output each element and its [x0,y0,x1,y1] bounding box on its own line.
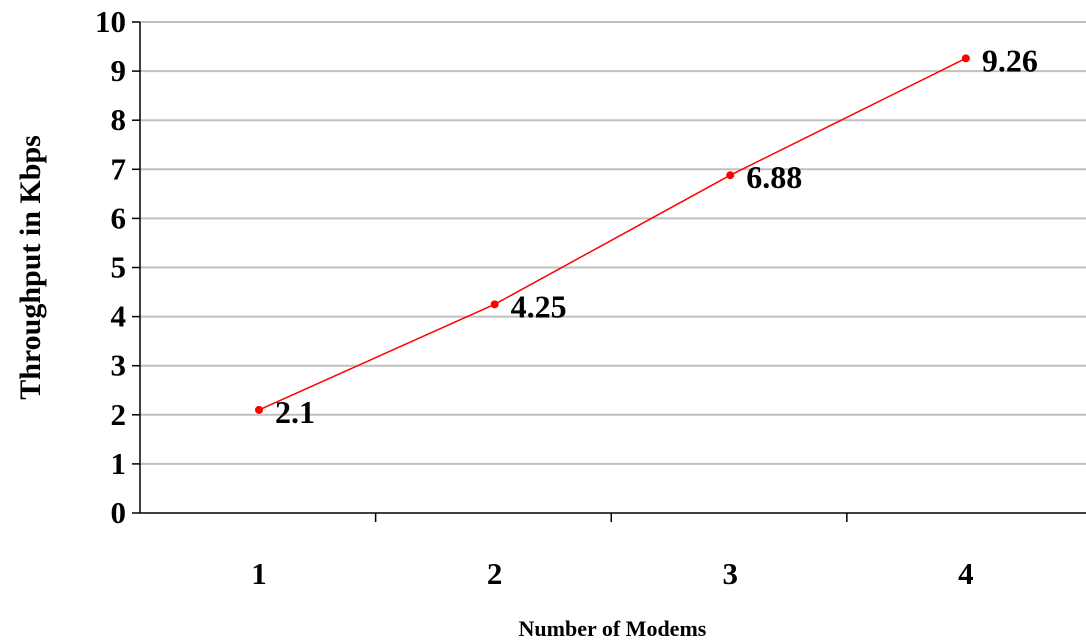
y-tick-label: 8 [111,102,127,137]
x-tick-label: 4 [958,556,974,591]
data-label: 9.26 [982,42,1038,78]
y-tick-label: 1 [111,446,127,481]
y-axis-title: Throughput in Kbps [14,135,47,400]
y-tick-label: 5 [111,250,127,285]
data-point [490,300,499,309]
gridlines [140,21,1086,465]
y-tick-label: 3 [111,348,127,383]
data-label: 6.88 [746,159,802,195]
y-tick-label: 4 [111,299,127,334]
data-label: 2.1 [275,394,315,430]
x-axis-title: Number of Modems [519,616,707,641]
series-layer: 2.1 4.25 6.88 9.26 [255,42,1038,430]
data-point [726,171,735,180]
y-tick-label: 6 [111,200,127,235]
y-tick-label: 9 [111,53,127,88]
data-label: 4.25 [511,288,567,324]
y-tick-labels: 0 1 2 3 4 5 6 7 8 9 10 [95,4,140,530]
x-tick-label: 2 [487,556,503,591]
y-tick-label: 7 [111,151,127,186]
data-point [255,405,263,414]
y-tick-label: 10 [95,4,126,39]
x-tick-labels: 1 2 3 4 [251,513,974,591]
series-line [258,57,967,411]
y-tick-label: 2 [111,397,127,432]
y-tick-label: 0 [111,495,127,530]
x-tick-label: 3 [722,556,738,591]
x-tick-label: 1 [251,556,267,591]
data-point [961,54,970,63]
